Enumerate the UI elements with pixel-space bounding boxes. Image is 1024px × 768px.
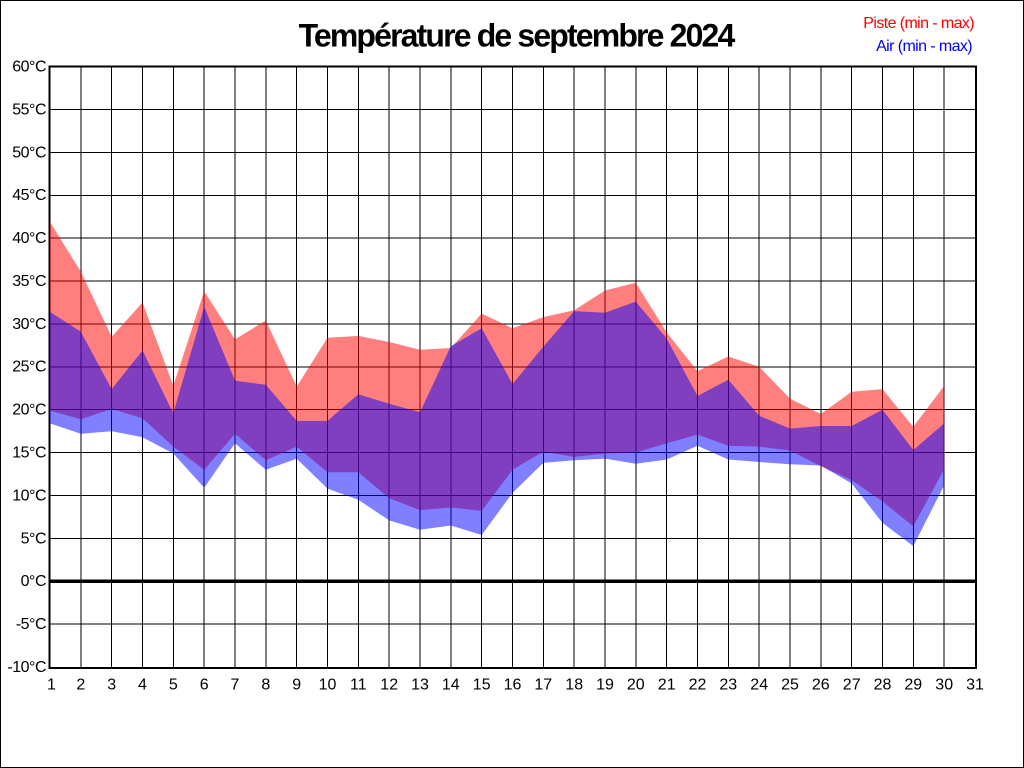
svg-text:11: 11 [350, 677, 367, 694]
svg-text:7: 7 [231, 677, 240, 694]
svg-text:5°C: 5°C [21, 530, 46, 547]
svg-text:55°C: 55°C [12, 101, 46, 118]
svg-text:20: 20 [627, 677, 645, 694]
svg-text:Température de septembre 2024: Température de septembre 2024 [299, 18, 736, 54]
svg-text:16: 16 [504, 677, 522, 694]
svg-text:15°C: 15°C [12, 445, 46, 462]
svg-text:3: 3 [107, 677, 116, 694]
svg-text:15: 15 [473, 677, 491, 694]
svg-text:9: 9 [292, 677, 301, 694]
svg-text:-5°C: -5°C [16, 616, 46, 633]
svg-text:6: 6 [200, 677, 209, 694]
svg-text:14: 14 [442, 677, 460, 694]
svg-text:21: 21 [658, 677, 676, 694]
svg-text:29: 29 [904, 677, 922, 694]
svg-text:-10°C: -10°C [7, 659, 46, 676]
svg-text:12: 12 [380, 677, 398, 694]
svg-text:18: 18 [565, 677, 583, 694]
svg-text:45°C: 45°C [12, 187, 46, 204]
svg-text:31: 31 [966, 677, 984, 694]
svg-text:17: 17 [534, 677, 552, 694]
svg-text:2: 2 [76, 677, 85, 694]
svg-text:26: 26 [812, 677, 830, 694]
svg-text:13: 13 [411, 677, 429, 694]
svg-text:23: 23 [719, 677, 737, 694]
svg-text:20°C: 20°C [12, 402, 46, 419]
svg-text:27: 27 [843, 677, 861, 694]
svg-text:35°C: 35°C [12, 273, 46, 290]
svg-text:1: 1 [47, 677, 56, 694]
svg-text:10°C: 10°C [12, 487, 46, 504]
svg-text:0°C: 0°C [21, 573, 46, 590]
svg-text:50°C: 50°C [12, 144, 46, 161]
svg-text:30: 30 [935, 677, 953, 694]
svg-text:8: 8 [261, 677, 270, 694]
svg-text:Air (min - max): Air (min - max) [876, 38, 972, 55]
svg-text:24: 24 [750, 677, 768, 694]
svg-text:30°C: 30°C [12, 316, 46, 333]
svg-text:Piste (min - max): Piste (min - max) [863, 15, 974, 32]
svg-text:22: 22 [689, 677, 707, 694]
svg-text:28: 28 [874, 677, 892, 694]
svg-text:4: 4 [138, 677, 147, 694]
svg-text:25°C: 25°C [12, 359, 46, 376]
svg-text:19: 19 [596, 677, 614, 694]
svg-text:40°C: 40°C [12, 230, 46, 247]
svg-text:10: 10 [319, 677, 337, 694]
svg-text:60°C: 60°C [12, 59, 46, 76]
svg-text:5: 5 [169, 677, 178, 694]
svg-text:25: 25 [781, 677, 799, 694]
